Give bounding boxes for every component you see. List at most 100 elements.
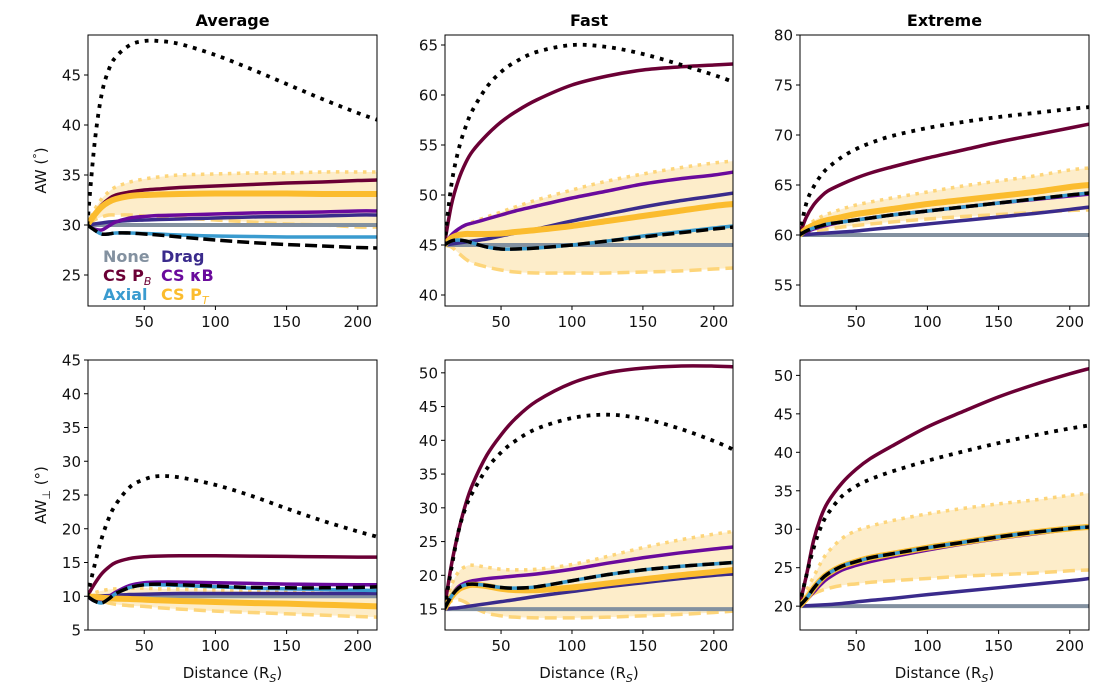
series-cspb-line [800,122,1089,236]
x-tick-label: 150 [629,637,658,655]
axes-frame [799,34,1090,307]
legend-entry-drag: Drag [161,247,204,266]
series-cskb-line [88,209,377,232]
series-full-dashed-line [800,525,1089,608]
legend: None Drag CS PB CS κB Axial CS PT [103,247,214,307]
series-full-dashed-line [800,191,1089,237]
series-cspb-line [88,553,377,598]
legend-entry-cskb: CS κB [161,266,214,285]
x-tick-label: 150 [272,313,301,331]
cspt-range-band [445,531,733,618]
series-cspt-line [88,593,377,610]
cspt-band-upper-dotted [445,529,733,610]
y-tick-label: 20 [62,520,81,538]
plot-area [445,42,733,275]
y-tick-label: 40 [62,117,81,135]
y-tick-label: 45 [419,237,438,255]
y-tick-label: 15 [62,554,81,572]
cspt-band-upper-dotted [445,159,733,247]
x-tick-label: 100 [201,313,230,331]
series-cspt-line [88,190,377,227]
panel-bottom-left: 50 100 150 200 5 10 15 20 25 30 35 40 45 Distance (RS… [32,352,378,685]
y-tick-label: 40 [62,385,81,403]
y-tick-label: 10 [62,588,81,606]
x-tick-label: 200 [700,313,729,331]
y-tick-label: 30 [62,217,81,235]
series-drag-line [800,205,1089,237]
y-tick-label: 55 [419,137,438,155]
axes-frame [444,34,734,307]
x-tick-label: 100 [558,637,587,655]
cspt-band-lower-dashed [445,243,733,275]
y-tick-label: 25 [62,267,81,285]
panel-bottom-right: 50 100 150 200 20 25 30 35 40 45 50 Distance (RS) [774,359,1090,685]
legend-entry-axial: Axial [103,285,147,304]
x-tick-label: 100 [913,637,942,655]
y-tick-label: 25 [419,533,438,551]
series-full-dashed-line [88,582,377,605]
panel-top-middle: 50 100 150 200 40 45 50 55 60 65 Fast [419,11,734,331]
y-tick-label: 70 [774,127,793,145]
cspt-band-lower-dashed [800,568,1089,608]
plot-area [88,38,377,250]
panel-title: Extreme [907,11,982,30]
cspt-range-band [800,493,1089,606]
y-tick-label: 65 [419,37,438,55]
y-tick-label: 35 [774,482,793,500]
x-tick-label: 200 [1055,637,1084,655]
cspt-band-upper-dotted [88,170,377,226]
series-full-dashed-line [445,225,733,251]
x-tick-label: 150 [272,637,301,655]
cspt-band-upper-dotted [800,166,1089,237]
y-tick-label: 65 [774,177,793,195]
y-tick-label: 80 [774,27,793,45]
y-tick-label: 75 [774,77,793,95]
y-tick-label: 15 [419,601,438,619]
x-tick-label: 100 [913,313,942,331]
plot-area [88,474,377,619]
y-tick-label: 20 [419,567,438,585]
cspt-band-upper-dotted [800,491,1089,607]
series-cspb-line [800,366,1089,607]
y-tick-label: 45 [774,405,793,423]
panel-title: Fast [570,11,608,30]
y-tick-label: 30 [419,499,438,517]
y-tick-label: 55 [774,277,793,295]
y-axis-label: AW (°) [31,147,50,193]
x-tick-label: 200 [1055,313,1084,331]
series-cspb-line [445,364,733,610]
y-tick-label: 20 [774,598,793,616]
y-tick-label: 35 [62,419,81,437]
x-axis-label: Distance (RS) [895,664,994,685]
x-tick-label: 100 [201,637,230,655]
panel-title: Average [195,11,269,30]
series-full-dashed-line [445,560,733,610]
y-tick-label: 40 [419,432,438,450]
x-tick-label: 200 [700,637,729,655]
y-tick-label: 45 [419,398,438,416]
series-full-dashed-line [88,223,377,250]
y-tick-label: 40 [419,287,438,305]
series-cspb-line [445,62,733,246]
y-tick-label: 25 [62,487,81,505]
panel-top-left: 50 100 150 200 25 30 35 40 45 Average AW (°) [31,11,378,331]
x-tick-label: 50 [491,313,510,331]
x-tick-label: 50 [847,637,866,655]
series-drag-line [800,576,1089,608]
cspt-band-lower-dashed [445,597,733,620]
y-axis-label: AW⊥ (°) [32,466,53,524]
series-drag-line [88,213,377,227]
x-tick-label: 200 [343,313,372,331]
y-tick-label: 30 [774,521,793,539]
series-cspt-line [800,182,1089,238]
series-cspt-line [445,201,733,248]
y-tick-label: 25 [774,559,793,577]
axes-frame [799,359,1090,631]
series-full-dotted-line [88,474,377,597]
axes-frame [444,359,734,631]
axes-frame [87,34,378,307]
legend-entry-none: None [103,247,150,266]
x-tick-label: 150 [984,313,1013,331]
plot-area [800,366,1089,609]
